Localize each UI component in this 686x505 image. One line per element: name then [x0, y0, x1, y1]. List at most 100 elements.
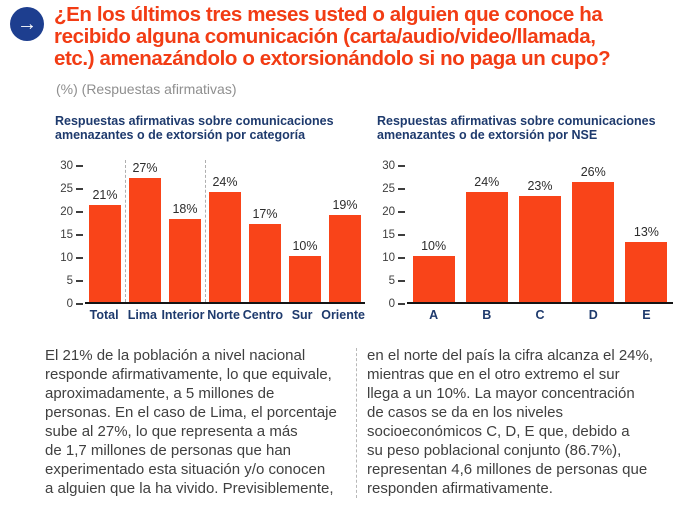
y-tick-0: 0	[67, 296, 83, 312]
charts-row: Respuestas afirmativas sobre comunicacio…	[55, 114, 673, 322]
y-tick-mark	[398, 280, 405, 282]
bar-value-label: 10%	[421, 239, 447, 253]
y-tick-20: 20	[60, 204, 83, 220]
y-tick-25: 25	[60, 181, 83, 197]
y-tick-label: 25	[60, 183, 73, 195]
y-tick-label: 30	[60, 160, 73, 172]
y-tick-mark	[76, 165, 83, 167]
bar-total	[89, 205, 121, 302]
group-separator-line	[125, 160, 126, 302]
y-tick-15: 15	[60, 227, 83, 243]
x-label-d: D	[588, 308, 598, 322]
x-label-a: A	[429, 308, 439, 322]
bar-b	[465, 191, 508, 302]
x-label-lima: Lima	[127, 308, 157, 322]
body-paragraph-left: El 21% de la población a nivel nacional …	[45, 347, 337, 497]
bar-c	[519, 196, 562, 302]
y-tick-mark	[398, 165, 405, 167]
x-axis-labels: Total Lima Interior Norte Centro Sur Oriente	[85, 304, 365, 322]
bar-oriente	[329, 214, 361, 302]
chart-categoria: Respuestas afirmativas sobre comunicacio…	[55, 114, 365, 322]
group-separator-line	[204, 160, 206, 302]
page-title: ¿En los últimos tres meses usted o algui…	[54, 3, 611, 70]
y-tick-mark	[76, 188, 83, 190]
bar-value-label: 18%	[172, 202, 198, 217]
column-divider	[356, 348, 357, 498]
y-tick-label: 10	[60, 252, 73, 264]
arrow-right-glyph: →	[17, 12, 37, 35]
y-tick-30: 30	[60, 158, 83, 174]
y-tick-5: 5	[389, 273, 405, 289]
arrow-right-circle-icon: →	[10, 7, 44, 41]
x-label-c: C	[535, 308, 545, 322]
y-tick-30: 30	[382, 158, 405, 174]
bar-column-interior: 18%	[165, 148, 205, 302]
bar-value-label: 26%	[580, 165, 606, 180]
bar-value-label: 24%	[474, 174, 500, 189]
chart-title-nse: Respuestas afirmativas sobre comunicacio…	[377, 114, 656, 142]
y-tick-10: 10	[382, 250, 405, 266]
bar-column-d: 26%	[567, 148, 620, 302]
y-tick-label: 20	[382, 206, 395, 218]
chart-title-categoria: Respuestas afirmativas sobre comunicacio…	[55, 114, 334, 142]
y-tick-20: 20	[382, 204, 405, 220]
y-tick-10: 10	[60, 250, 83, 266]
y-tick-mark	[76, 303, 83, 305]
bar-value-label: 13%	[633, 225, 659, 240]
bar-column-sur: 10%	[285, 148, 325, 302]
x-label-b: B	[482, 308, 492, 322]
y-tick-mark	[76, 257, 83, 259]
y-tick-mark	[398, 234, 405, 236]
y-axis: 0 5 10 15 20 25 30	[377, 148, 407, 310]
bar-value-label: 21%	[92, 188, 118, 203]
y-tick-5: 5	[67, 273, 83, 289]
y-tick-mark	[398, 211, 405, 213]
y-tick-label: 30	[382, 160, 395, 172]
x-label-sur: Sur	[291, 308, 313, 322]
bar-column-norte: 24%	[205, 148, 245, 302]
bar-column-a: 10%	[407, 148, 460, 302]
bar-column-oriente: 19%	[325, 148, 365, 302]
y-tick-0: 0	[389, 296, 405, 312]
bar-column-centro: 17%	[245, 148, 285, 302]
y-tick-label: 15	[382, 229, 395, 241]
bar-e	[625, 242, 668, 302]
chart-nse: Respuestas afirmativas sobre comunicacio…	[377, 114, 673, 322]
y-axis: 0 5 10 15 20 25 30	[55, 148, 85, 310]
x-label-e: E	[642, 308, 651, 322]
body-paragraph-right: en el norte del país la cifra alcanza el…	[367, 347, 654, 497]
bar-column-c: 23%	[513, 148, 566, 302]
bar-sur	[289, 256, 321, 302]
y-tick-label: 5	[388, 275, 395, 287]
plot-row: 0 5 10 15 20 25 30 10% 24% 23% 26% 13%	[377, 148, 673, 310]
plot-area: 10% 24% 23% 26% 13%	[407, 148, 673, 304]
y-tick-25: 25	[382, 181, 405, 197]
y-tick-label: 25	[382, 183, 395, 195]
plot-row: 0 5 10 15 20 25 30 21% 27% 18% 24% 17% 10% 19%	[55, 148, 365, 310]
bar-value-label: 27%	[132, 160, 158, 175]
bar-column-b: 24%	[460, 148, 513, 302]
y-tick-mark	[398, 257, 405, 259]
x-label-norte: Norte	[207, 308, 240, 322]
bar-centro	[249, 223, 281, 302]
bar-value-label: 24%	[212, 174, 238, 189]
x-label-total: Total	[89, 308, 119, 322]
y-tick-label: 5	[66, 275, 73, 287]
y-tick-label: 0	[388, 298, 395, 310]
y-tick-label: 0	[66, 298, 73, 310]
y-tick-mark	[398, 188, 405, 190]
bar-column-total: 21%	[85, 148, 125, 302]
bar-value-label: 17%	[252, 206, 278, 221]
body-text-section: El 21% de la población a nivel nacional …	[45, 346, 685, 498]
plot-area: 21% 27% 18% 24% 17% 10% 19%	[85, 148, 365, 304]
y-tick-mark	[398, 303, 405, 305]
x-label-centro: Centro	[242, 308, 283, 322]
x-label-interior: Interior	[161, 308, 205, 322]
bar-norte	[209, 191, 241, 302]
bar-a	[412, 256, 455, 302]
x-axis-labels: A B C D E	[407, 304, 673, 322]
page-subtitle: (%) (Respuestas afirmativas)	[56, 81, 237, 97]
bar-interior	[169, 219, 201, 302]
bar-lima	[129, 177, 161, 302]
y-tick-label: 20	[60, 206, 73, 218]
